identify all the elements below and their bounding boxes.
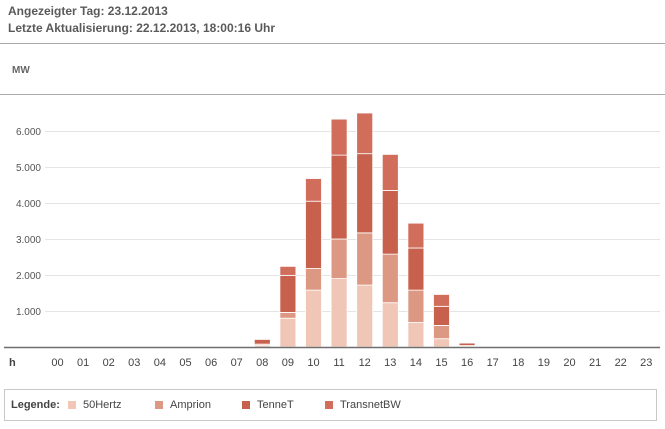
chart-top-rule bbox=[0, 94, 665, 95]
legend-box: Legende: 50Hertz Amprion TenneT Transnet… bbox=[4, 389, 657, 421]
x-tick-label: 10 bbox=[307, 357, 319, 369]
y-tick-label: 1.000 bbox=[16, 307, 41, 318]
bar-segment-50hertz-09 bbox=[279, 317, 297, 348]
x-tick-label: 06 bbox=[205, 357, 217, 369]
x-tick-label: 15 bbox=[435, 357, 447, 369]
bar-segment-tennet-15 bbox=[433, 305, 450, 326]
bar-segment-50hertz-15 bbox=[433, 338, 450, 348]
bar-segment-tennet-11 bbox=[330, 154, 348, 240]
bar-segment-transnetbw-13 bbox=[381, 153, 399, 191]
legend-label-amprion: Amprion bbox=[170, 399, 211, 411]
x-tick-label: 01 bbox=[77, 357, 89, 369]
bar-segment-transnetbw-11 bbox=[330, 118, 348, 156]
legend-swatch-50hertz bbox=[68, 401, 76, 409]
y-tick-label: 6.000 bbox=[16, 127, 41, 138]
x-tick-label: 12 bbox=[359, 357, 371, 369]
x-tick-label: 23 bbox=[640, 357, 652, 369]
x-tick-label: 11 bbox=[333, 357, 344, 369]
bar-segment-transnetbw-16 bbox=[458, 341, 476, 344]
bar-segment-transnetbw-12 bbox=[356, 112, 374, 155]
bar-segment-transnetbw-15 bbox=[433, 294, 450, 307]
legend-label-tennet: TenneT bbox=[257, 399, 294, 411]
y-axis-unit-label: MW bbox=[12, 65, 30, 76]
legend-swatch-amprion bbox=[155, 401, 163, 409]
bar-segment-tennet-08 bbox=[253, 339, 271, 345]
bar-segment-50hertz-10 bbox=[305, 289, 322, 348]
x-tick-label: 09 bbox=[282, 357, 294, 369]
bar-segment-amprion-09 bbox=[279, 312, 297, 319]
header-divider bbox=[0, 43, 665, 44]
legend-title: Legende: bbox=[11, 399, 60, 411]
x-tick-label: 02 bbox=[103, 357, 115, 369]
bar-segment-tennet-14 bbox=[407, 247, 425, 291]
bar-segment-amprion-10 bbox=[305, 268, 322, 291]
bar-segment-tennet-12 bbox=[356, 153, 374, 234]
bar-segment-50hertz-14 bbox=[407, 322, 425, 348]
bar-segment-amprion-14 bbox=[407, 289, 425, 323]
x-tick-label: 08 bbox=[256, 357, 268, 369]
y-tick-label: 4.000 bbox=[16, 199, 41, 210]
bar-segment-transnetbw-09 bbox=[279, 265, 297, 276]
bar-segment-50hertz-13 bbox=[381, 302, 399, 348]
x-tick-label: 14 bbox=[410, 357, 422, 369]
x-tick-label: 07 bbox=[231, 357, 243, 369]
legend-label-transnetbw: TransnetBW bbox=[340, 399, 401, 411]
x-tick-label: 05 bbox=[179, 357, 191, 369]
bar-segment-tennet-09 bbox=[279, 274, 297, 313]
bar-segment-transnetbw-10 bbox=[305, 178, 322, 202]
bar-segment-50hertz-12 bbox=[356, 284, 374, 348]
x-tick-label: 17 bbox=[487, 357, 499, 369]
y-tick-label: 3.000 bbox=[16, 235, 41, 246]
x-tick-label: 13 bbox=[384, 357, 396, 369]
x-tick-label: 21 bbox=[589, 357, 601, 369]
x-tick-label: 16 bbox=[461, 357, 473, 369]
bar-segment-amprion-12 bbox=[356, 232, 374, 286]
last-update-label: Letzte Aktualisierung: 22.12.2013, 18:00… bbox=[8, 21, 275, 35]
x-tick-label: 20 bbox=[563, 357, 575, 369]
y-tick-label: 2.000 bbox=[16, 271, 41, 282]
bar-segment-amprion-13 bbox=[381, 253, 399, 304]
x-tick-label: 22 bbox=[615, 357, 627, 369]
x-tick-label: 18 bbox=[512, 357, 524, 369]
solar-feed-in-chart: 1.000 2.000 3.000 4.000 5.000 6.000 00 01 02 03 04… bbox=[4, 112, 660, 369]
x-axis-unit-label: h bbox=[9, 357, 16, 369]
x-tick-label: 19 bbox=[538, 357, 550, 369]
x-tick-label: 00 bbox=[51, 357, 63, 369]
bar-segment-50hertz-11 bbox=[330, 278, 348, 348]
bar-segment-transnetbw-14 bbox=[407, 222, 425, 249]
bar-segment-tennet-13 bbox=[381, 189, 399, 255]
x-tick-label: 03 bbox=[128, 357, 140, 369]
x-tick-label: 04 bbox=[154, 357, 166, 369]
legend-swatch-tennet bbox=[242, 401, 250, 409]
y-tick-label: 5.000 bbox=[16, 163, 41, 174]
legend-label-50hertz: 50Hertz bbox=[83, 399, 122, 411]
displayed-day-label: Angezeigter Tag: 23.12.2013 bbox=[8, 4, 168, 18]
bar-segment-amprion-11 bbox=[330, 238, 348, 279]
bar-segment-tennet-10 bbox=[305, 200, 322, 269]
bar-segment-amprion-15 bbox=[433, 324, 450, 340]
legend-swatch-transnetbw bbox=[325, 401, 333, 409]
